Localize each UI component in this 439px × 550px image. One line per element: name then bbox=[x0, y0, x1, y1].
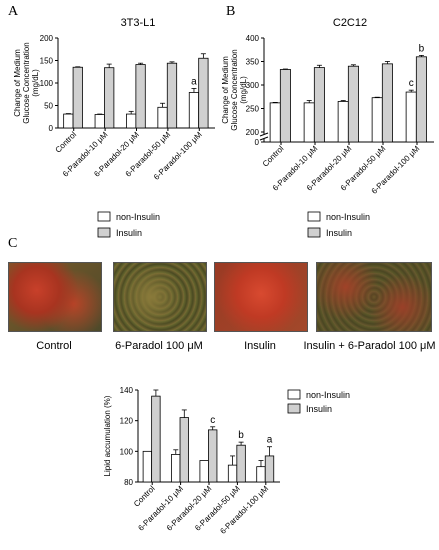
y-tick-label: 200 bbox=[40, 34, 54, 43]
bar-insulin bbox=[381, 63, 393, 143]
y-tick-label: 400 bbox=[246, 34, 260, 43]
legend-label: non-Insulin bbox=[306, 390, 350, 400]
y-tick-label: 200 bbox=[246, 128, 260, 137]
y-tick-label: 150 bbox=[40, 57, 54, 66]
y-tick-label: 0 bbox=[255, 138, 260, 147]
panel-label-a: A bbox=[8, 4, 19, 19]
y-tick-label: 100 bbox=[40, 79, 54, 88]
photo-label-insulin: Insulin bbox=[244, 340, 276, 352]
chart-title: C2C12 bbox=[333, 17, 367, 29]
axis-break-mark bbox=[259, 136, 269, 141]
legend-swatch bbox=[307, 211, 321, 222]
glucose-chart-c2c12: C2C12 Change of Medium Glucose Concentrati… bbox=[221, 17, 436, 238]
bar-insulin bbox=[313, 67, 325, 143]
legend-swatch bbox=[97, 211, 111, 222]
bar-non-insulin bbox=[303, 102, 315, 143]
y-tick-label: 350 bbox=[246, 58, 260, 67]
y-tick-label: 140 bbox=[120, 386, 134, 395]
legend-label: non-Insulin bbox=[326, 212, 370, 222]
axis-break-mark bbox=[259, 132, 269, 137]
bar-non-insulin bbox=[371, 97, 383, 143]
legend-swatch bbox=[97, 227, 111, 238]
glucose-chart-3t3l1: 3T3-L1 Change of Medium Glucose Concentrat… bbox=[13, 17, 215, 238]
bar-insulin bbox=[135, 64, 146, 129]
bar-insulin bbox=[415, 56, 427, 143]
x-tick-label: Control bbox=[132, 484, 157, 509]
bar-insulin bbox=[198, 57, 209, 129]
bar-insulin bbox=[236, 444, 246, 483]
y-axis-label: Change of Medium bbox=[221, 56, 230, 124]
bar-non-insulin bbox=[199, 460, 209, 483]
bar-insulin bbox=[208, 429, 218, 483]
legend-swatch bbox=[287, 389, 301, 400]
bar-insulin bbox=[179, 417, 189, 483]
chart-title: 3T3-L1 bbox=[121, 17, 156, 29]
legend-label: non-Insulin bbox=[116, 212, 160, 222]
y-tick-label: 300 bbox=[246, 81, 260, 90]
bar-insulin bbox=[72, 66, 83, 129]
bar-insulin bbox=[151, 395, 161, 483]
photo-insulin-6-paradol bbox=[316, 262, 432, 332]
bar-non-insulin bbox=[142, 450, 153, 483]
bar-insulin bbox=[104, 67, 115, 129]
significance-letter: c bbox=[409, 78, 414, 89]
photo-control bbox=[8, 262, 102, 332]
bar-insulin bbox=[279, 69, 291, 143]
photo-label-6-paradol: 6-Paradol 100 μM bbox=[115, 340, 203, 352]
x-tick-label: Control bbox=[54, 130, 79, 155]
significance-letter: a bbox=[191, 76, 197, 87]
bar-insulin bbox=[166, 62, 178, 129]
y-axis-label: Lipid accumulation (%) bbox=[103, 395, 112, 476]
y-axis-label: Glucose Concentration bbox=[22, 42, 31, 123]
panel-label-c: C bbox=[8, 236, 18, 251]
y-tick-label: 50 bbox=[44, 102, 53, 111]
bar-non-insulin bbox=[157, 106, 168, 129]
y-tick-label: 0 bbox=[49, 124, 54, 133]
significance-letter: b bbox=[238, 430, 244, 441]
y-axis-label: Change of Medium bbox=[13, 49, 22, 117]
bar-non-insulin bbox=[171, 454, 181, 483]
bar-non-insulin bbox=[63, 113, 74, 129]
legend-label: Insulin bbox=[116, 228, 142, 238]
significance-letter: b bbox=[419, 43, 425, 54]
bar-non-insulin bbox=[405, 91, 417, 143]
bar-non-insulin bbox=[337, 101, 349, 143]
significance-letter: c bbox=[210, 415, 215, 426]
lipid-accumulation-chart: Lipid accumulation (%) 80 100 120 140 c b a Cont… bbox=[103, 386, 350, 536]
legend-label: Insulin bbox=[326, 228, 352, 238]
bar-insulin bbox=[264, 455, 275, 483]
bar-non-insulin bbox=[188, 92, 200, 129]
significance-letter: a bbox=[267, 435, 273, 446]
legend-swatch bbox=[307, 227, 321, 238]
x-tick-label: Control bbox=[261, 144, 286, 169]
legend-swatch bbox=[287, 403, 301, 414]
y-tick-label: 120 bbox=[120, 417, 134, 426]
bar-non-insulin bbox=[269, 102, 281, 143]
bar-non-insulin bbox=[126, 113, 137, 129]
bar-non-insulin bbox=[256, 466, 266, 483]
bar-insulin bbox=[347, 65, 359, 143]
legend-label: Insulin bbox=[306, 404, 332, 414]
x-tick-label: 6-Paradol-100 μM bbox=[218, 484, 270, 536]
bar-non-insulin bbox=[227, 464, 238, 483]
y-tick-label: 250 bbox=[246, 105, 260, 114]
y-tick-label: 100 bbox=[120, 447, 134, 456]
photo-label-insulin-6-paradol: Insulin + 6-Paradol 100 μM bbox=[303, 340, 436, 352]
y-axis-label: (mg/dL) bbox=[239, 76, 248, 104]
panel-label-b: B bbox=[226, 4, 236, 19]
photo-label-control: Control bbox=[36, 340, 72, 352]
y-axis-label: Glucose Concentration bbox=[230, 49, 239, 130]
y-axis-label: (mg/dL) bbox=[31, 69, 40, 97]
photo-6-paradol bbox=[113, 262, 207, 332]
photo-insulin bbox=[214, 262, 308, 332]
y-tick-label: 80 bbox=[124, 478, 133, 487]
bar-non-insulin bbox=[94, 114, 105, 129]
